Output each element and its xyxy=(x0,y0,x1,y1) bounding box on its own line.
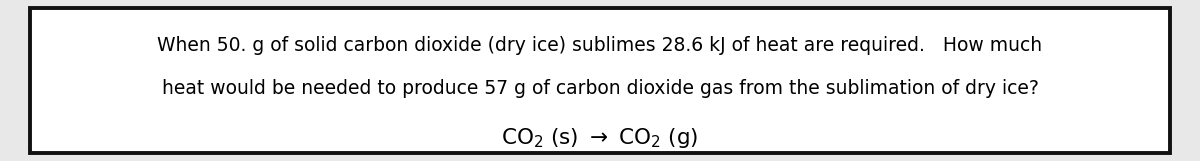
Text: heat would be needed to produce 57 g of carbon dioxide gas from the sublimation : heat would be needed to produce 57 g of … xyxy=(162,79,1038,98)
Text: When 50. g of solid carbon dioxide (dry ice) sublimes 28.6 kJ of heat are requir: When 50. g of solid carbon dioxide (dry … xyxy=(157,36,1043,55)
FancyBboxPatch shape xyxy=(30,8,1170,153)
Text: $\mathrm{CO_2\ (s)\ \rightarrow\ CO_2\ (g)}$: $\mathrm{CO_2\ (s)\ \rightarrow\ CO_2\ (… xyxy=(502,126,698,151)
